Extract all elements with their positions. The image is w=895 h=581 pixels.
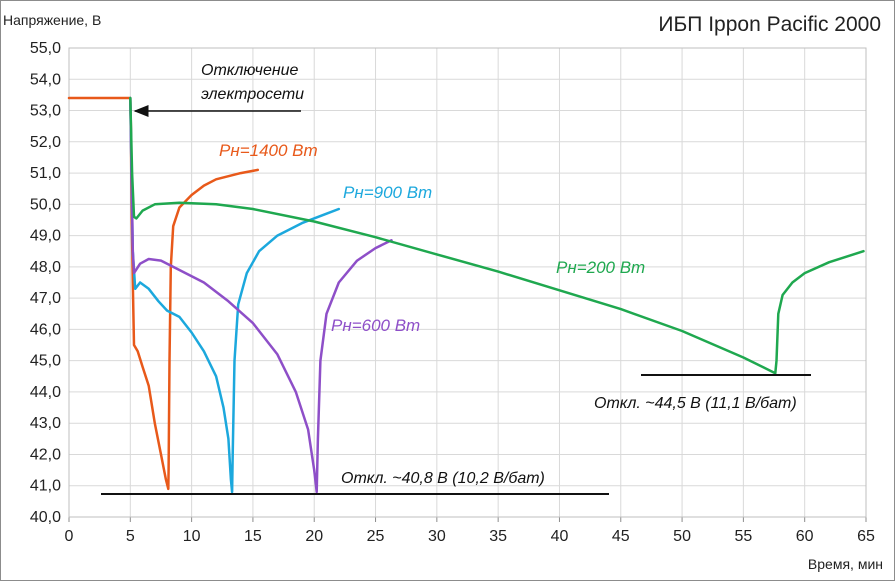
series-line-2 bbox=[129, 96, 393, 494]
axes: 40,0 41,0 42,0 43,0 44,0 45,0 46,0 47,0 48,0 49,0… bbox=[30, 40, 875, 545]
series-label-200w: Pн=200 Вт bbox=[556, 258, 645, 277]
x-tick-label: 65 bbox=[857, 528, 875, 545]
x-tick-label: 45 bbox=[612, 528, 630, 545]
outage-label-line1: Отключение bbox=[201, 62, 299, 79]
plot-area-border bbox=[68, 47, 867, 518]
y-tick-label: 41,0 bbox=[30, 478, 61, 495]
x-tick-label: 0 bbox=[65, 528, 74, 545]
y-tick-label: 45,0 bbox=[30, 353, 61, 370]
y-tick-label: 51,0 bbox=[30, 165, 61, 182]
x-tick-label: 25 bbox=[367, 528, 385, 545]
y-tick-label: 44,0 bbox=[30, 384, 61, 401]
x-tick-label: 5 bbox=[126, 528, 135, 545]
y-tick-label: 48,0 bbox=[30, 259, 61, 276]
series-line-3 bbox=[129, 96, 865, 375]
chart-title: ИБП Ippon Pacific 2000 bbox=[658, 13, 881, 36]
x-tick-label: 15 bbox=[244, 528, 262, 545]
x-tick-label: 40 bbox=[551, 528, 569, 545]
y-tick-label: 54,0 bbox=[30, 71, 61, 88]
y-tick-label: 55,0 bbox=[30, 40, 61, 57]
y-tick-label: 40,0 bbox=[30, 509, 61, 526]
y-tick-label: 52,0 bbox=[30, 134, 61, 151]
x-tick-label: 35 bbox=[489, 528, 507, 545]
y-tick-label: 53,0 bbox=[30, 103, 61, 120]
x-tick-label: 30 bbox=[428, 528, 446, 545]
x-tick-label: 55 bbox=[734, 528, 752, 545]
x-axis-title: Время, мин bbox=[808, 556, 883, 572]
x-tick-label: 20 bbox=[305, 528, 323, 545]
y-axis-title: Напряжение, В bbox=[3, 12, 101, 28]
outage-label-line2: электросети bbox=[201, 86, 304, 103]
cutoff-low-label: Откл. ~40,8 В (10,2 В/бат) bbox=[341, 470, 545, 487]
y-tick-label: 43,0 bbox=[30, 415, 61, 432]
y-tick-label: 50,0 bbox=[30, 196, 61, 213]
x-tick-label: 50 bbox=[673, 528, 691, 545]
y-tick-label: 42,0 bbox=[30, 446, 61, 463]
series-label-1400w: Pн=1400 Вт bbox=[219, 141, 318, 160]
series-label-600w: Pн=600 Вт bbox=[331, 316, 420, 335]
cutoff-high-label: Откл. ~44,5 В (11,1 В/бат) bbox=[594, 395, 797, 412]
series-lines bbox=[67, 96, 865, 494]
series-label-900w: Pн=900 Вт bbox=[343, 183, 432, 202]
y-tick-label: 47,0 bbox=[30, 290, 61, 307]
x-tick-label: 10 bbox=[183, 528, 201, 545]
x-tick-label: 60 bbox=[796, 528, 814, 545]
y-tick-label: 49,0 bbox=[30, 228, 61, 245]
y-tick-label: 46,0 bbox=[30, 321, 61, 338]
grid bbox=[68, 47, 867, 518]
series-line-1 bbox=[129, 96, 341, 494]
